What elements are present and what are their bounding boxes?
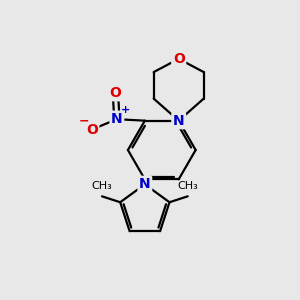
Text: +: + [121, 105, 130, 115]
Text: CH₃: CH₃ [177, 181, 198, 191]
Text: N: N [111, 112, 123, 126]
Text: CH₃: CH₃ [92, 181, 112, 191]
Text: N: N [173, 114, 184, 128]
Text: N: N [139, 177, 151, 191]
Text: −: − [78, 115, 89, 128]
Text: O: O [86, 122, 98, 136]
Text: O: O [110, 86, 121, 100]
Text: O: O [173, 52, 184, 66]
